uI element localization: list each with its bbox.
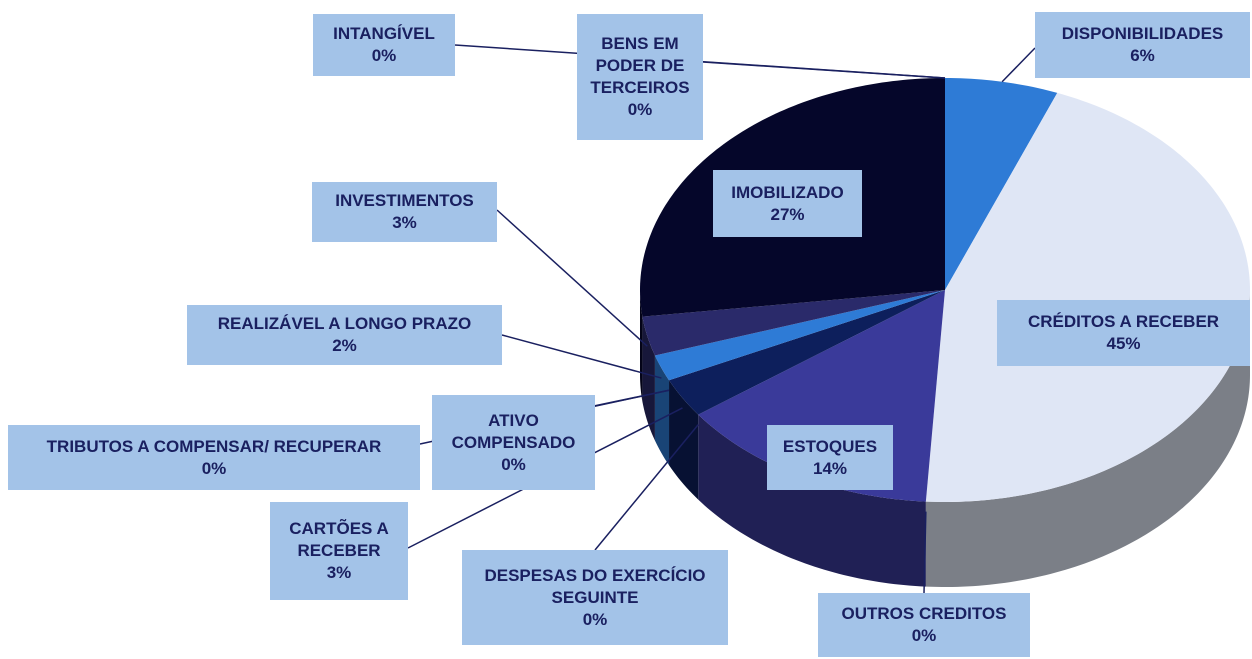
value-label: 2% <box>332 336 357 355</box>
slice-side <box>642 316 655 441</box>
data-label: INVESTIMENTOS 3% <box>312 182 497 242</box>
value-label: 0% <box>501 454 526 474</box>
category-name: IMOBILIZADO <box>731 182 844 202</box>
slice-side <box>654 355 670 466</box>
category-name: ESTOQUES <box>782 436 878 456</box>
slice <box>925 92 1250 502</box>
data-label: CARTÕES A RECEBER 3% <box>270 502 408 600</box>
category-name: DESPESAS DO EXERCÍCIO SEGUINTE <box>484 565 706 607</box>
value-label: 45% <box>1106 334 1141 353</box>
category-name: DISPONIBILIDADES <box>1061 24 1224 43</box>
data-label: CRÉDITOS A RECEBER 45% <box>997 300 1250 366</box>
slice <box>654 290 945 381</box>
value-label: 0% <box>911 626 937 645</box>
slice-side <box>925 290 1250 587</box>
data-label: ATIVO COMPENSADO 0% <box>432 395 595 490</box>
category-name: ATIVO COMPENSADO <box>451 410 576 452</box>
value-label: 0% <box>201 458 227 478</box>
value-label: 3% <box>326 563 352 582</box>
slice <box>669 290 945 415</box>
data-label: BENS EM PODER DE TERCEIROS 0% <box>577 14 703 140</box>
value-label: 3% <box>392 213 417 232</box>
data-label: REALIZÁVEL A LONGO PRAZO 2% <box>187 305 502 365</box>
value-label: 0% <box>627 100 653 119</box>
category-name: BENS EM PODER DE TERCEIROS <box>590 34 690 97</box>
data-label: IMOBILIZADO 27% <box>713 170 862 237</box>
value-label: 14% <box>812 458 848 478</box>
data-label: OUTROS CREDITOS 0% <box>818 593 1030 657</box>
leader-line <box>923 511 927 594</box>
category-name: REALIZÁVEL A LONGO PRAZO <box>217 314 472 333</box>
value-label: 0% <box>371 46 397 65</box>
value-label: 6% <box>1130 46 1155 65</box>
category-name: TRIBUTOS A COMPENSAR/ RECUPERAR <box>46 436 382 456</box>
leader-line <box>501 334 662 379</box>
value-label: 27% <box>770 204 805 224</box>
category-name: OUTROS CREDITOS <box>841 604 1007 623</box>
category-name: INVESTIMENTOS <box>335 191 474 210</box>
data-label: ESTOQUES 14% <box>767 425 893 490</box>
data-label: DISPONIBILIDADES 6% <box>1035 12 1250 78</box>
category-name: CRÉDITOS A RECEBER <box>1027 312 1220 331</box>
slice-side <box>698 414 926 587</box>
leader-line <box>1001 47 1036 83</box>
value-label: 0% <box>582 609 608 629</box>
leader-line <box>496 209 648 347</box>
data-label: TRIBUTOS A COMPENSAR/ RECUPERAR 0% <box>8 425 420 490</box>
category-name: CARTÕES A RECEBER <box>289 519 389 560</box>
data-label: DESPESAS DO EXERCÍCIO SEGUINTE 0% <box>462 550 728 645</box>
slice <box>642 290 945 356</box>
slice <box>945 78 1058 290</box>
data-label: INTANGÍVEL 0% <box>313 14 455 76</box>
leader-line <box>594 424 699 551</box>
slice-side <box>640 290 643 402</box>
slice-side <box>669 380 699 500</box>
category-name: INTANGÍVEL <box>333 24 435 43</box>
